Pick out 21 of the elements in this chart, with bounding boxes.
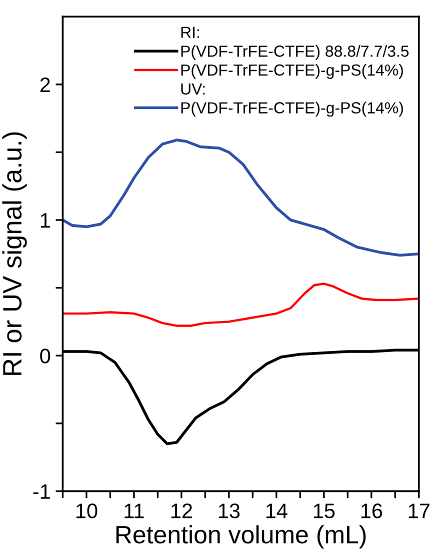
- x-tick-label: 10: [76, 504, 98, 518]
- x-tick-label: 17: [408, 504, 430, 518]
- annotation: RI:: [181, 26, 199, 38]
- y-tick-label: 0: [40, 348, 50, 364]
- line-series: [62, 282, 419, 327]
- x-tick-label: 13: [218, 504, 240, 518]
- x-tick-label: 15: [314, 504, 335, 518]
- annotation: UV:: [181, 83, 205, 95]
- x-tick-label: 12: [171, 504, 192, 518]
- x-tick-label: 11: [124, 504, 144, 518]
- y-axis-title: RI or UV signal (a.u.): [2, 132, 27, 375]
- line-series: [62, 138, 419, 257]
- y-tick-label: 1: [40, 213, 50, 228]
- x-tick-label: 14: [266, 504, 288, 518]
- x-tick-label: 16: [361, 504, 382, 518]
- x-axis-title: Retention volume (mL): [116, 525, 366, 548]
- legend-label: P(VDF-TrFE-CTFE)-g-PS(14%): [181, 102, 403, 117]
- y-tick-label: -1: [33, 484, 50, 499]
- legend-label: P(VDF-TrFE-CTFE) 88.8/7.7/3.5: [181, 45, 409, 60]
- y-tick-label: 2: [40, 77, 50, 92]
- legend-label: P(VDF-TrFE-CTFE)-g-PS(14%): [181, 64, 403, 79]
